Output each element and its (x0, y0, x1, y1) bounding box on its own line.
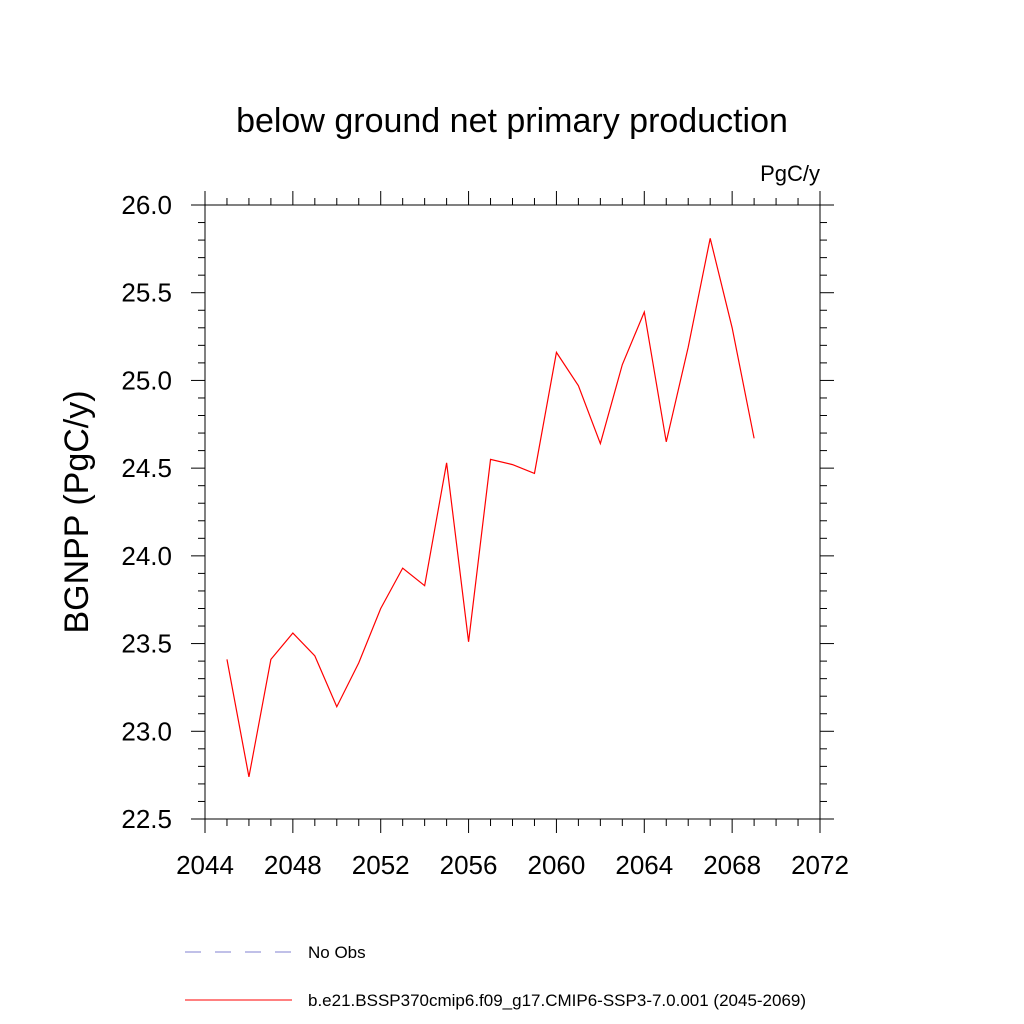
y-tick-label: 24.5 (121, 453, 172, 483)
x-tick-label: 2044 (176, 850, 234, 880)
x-tick-label: 2072 (791, 850, 849, 880)
legend-label: No Obs (308, 943, 366, 962)
y-tick-label: 25.0 (121, 365, 172, 395)
x-tick-label: 2068 (703, 850, 761, 880)
chart-title: below ground net primary production (236, 102, 788, 140)
x-tick-label: 2048 (264, 850, 322, 880)
series-line (226, 238, 755, 778)
axis-ticks (191, 191, 834, 833)
x-tick-label: 2060 (528, 850, 586, 880)
y-tick-label: 22.5 (121, 804, 172, 834)
x-tick-labels: 2044 2048 2052 2056 2060 2064 2068 2072 (176, 850, 849, 880)
y-tick-label: 25.5 (121, 278, 172, 308)
legend-label: b.e21.BSSP370cmip6.f09_g17.CMIP6-SSP3-7.… (308, 991, 806, 1010)
y-tick-label: 26.0 (121, 190, 172, 220)
y-tick-label: 23.0 (121, 716, 172, 746)
y-tick-label: 24.0 (121, 541, 172, 571)
y-tick-label: 23.5 (121, 629, 172, 659)
units-label: PgC/y (760, 161, 820, 186)
y-tick-labels: 22.5 23.0 23.5 24.0 24.5 25.0 25.5 26.0 (121, 190, 172, 834)
y-axis-label: BGNPP (PgC/y) (58, 390, 96, 633)
x-tick-label: 2056 (440, 850, 498, 880)
x-tick-label: 2064 (615, 850, 673, 880)
series-layer (226, 238, 755, 778)
legend: No Obs b.e21.BSSP370cmip6.f09_g17.CMIP6-S… (185, 943, 806, 1010)
plot-frame (204, 204, 821, 820)
x-tick-label: 2052 (352, 850, 410, 880)
